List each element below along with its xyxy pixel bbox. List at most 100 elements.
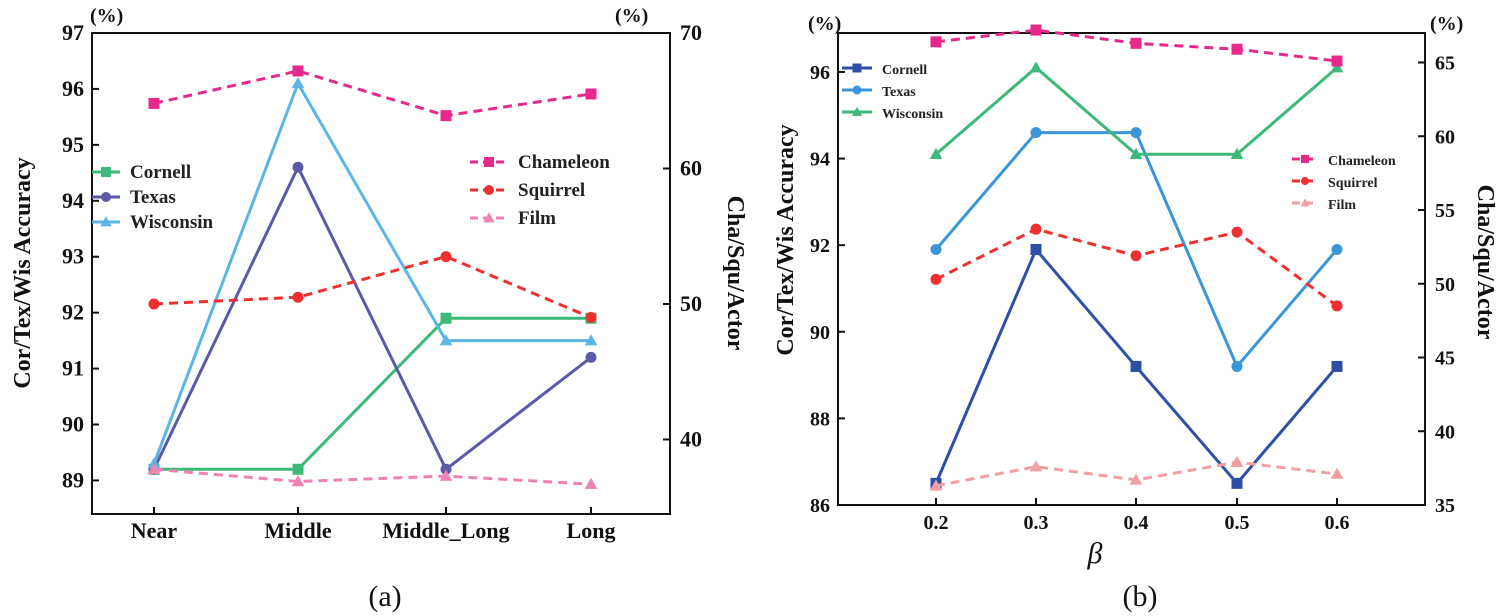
a-legend-item-film: Film xyxy=(470,208,556,229)
a-legend-marker xyxy=(484,157,494,167)
b-legend-marker xyxy=(851,106,863,116)
b-point-squirrel xyxy=(930,273,942,285)
a-legend-label: Wisconsin xyxy=(130,212,214,233)
a-ytick-left-label: 97 xyxy=(62,20,84,45)
b-ytick-right-label: 60 xyxy=(1435,126,1455,148)
a-legend-item-texas: Texas xyxy=(92,187,176,208)
a-legend-marker xyxy=(484,185,494,195)
chart-b-xlabel: β xyxy=(1087,537,1103,570)
a-legend-label: Cornell xyxy=(130,162,191,183)
a-point-film xyxy=(291,475,305,487)
b-point-wisconsin xyxy=(1029,61,1043,73)
a-xtick-label: Middle_Long xyxy=(382,518,509,543)
b-xtick-label: 0.4 xyxy=(1124,512,1149,534)
b-point-wisconsin xyxy=(929,147,943,159)
b-point-wisconsin xyxy=(1230,147,1244,159)
b-xtick-label: 0.3 xyxy=(1024,512,1049,534)
a-ytick-right-label: 60 xyxy=(680,155,702,180)
b-point-chameleon xyxy=(1331,55,1343,67)
a-series-squirrel xyxy=(148,251,597,324)
b-series-chameleon xyxy=(930,24,1343,67)
b-series-texas xyxy=(930,127,1343,372)
a-ytick-left-label: 90 xyxy=(62,412,84,437)
a-line-squirrel xyxy=(153,254,592,319)
b-ytick-right-label: 50 xyxy=(1435,274,1455,296)
chart-a-ylabel-right: Cha/Squ/Actor xyxy=(722,196,748,351)
b-point-film xyxy=(1230,455,1244,467)
b-legend-marker xyxy=(852,63,862,73)
b-point-squirrel xyxy=(1030,223,1042,235)
b-legend-marker xyxy=(852,85,862,95)
a-legend-item-cornell: Cornell xyxy=(92,162,191,183)
a-point-texas xyxy=(440,463,452,475)
a-legend-marker xyxy=(483,212,495,223)
a-point-wisconsin xyxy=(584,334,598,346)
chart-a: (%) (%) Cor/Tex/Wis Accuracy Cha/Squ/Act… xyxy=(10,5,748,613)
a-legend-label: Squirrel xyxy=(518,180,585,201)
b-point-chameleon xyxy=(1231,43,1243,55)
b-legend-item-wisconsin: Wisconsin xyxy=(842,106,943,122)
a-point-chameleon xyxy=(585,88,597,100)
a-legend-marker xyxy=(101,192,111,202)
b-legend-marker xyxy=(1301,155,1309,163)
a-point-chameleon xyxy=(440,110,452,122)
a-ytick-left-label: 95 xyxy=(62,132,84,157)
b-ytick-left-label: 94 xyxy=(810,149,830,171)
a-series-chameleon xyxy=(148,65,597,122)
a-point-texas xyxy=(292,161,304,173)
b-series-cornell xyxy=(930,244,1343,489)
b-legend-label: Film xyxy=(1328,198,1356,213)
a-ytick-left-label: 96 xyxy=(62,76,84,101)
a-point-film xyxy=(584,477,598,489)
b-point-texas xyxy=(930,244,942,256)
b-legend-item-squirrel: Squirrel xyxy=(1292,176,1378,191)
b-ytick-right-label: 35 xyxy=(1435,495,1455,517)
a-legend-label: Texas xyxy=(130,187,176,208)
chart-b-unit-left: (%) xyxy=(808,13,841,35)
a-point-chameleon xyxy=(292,65,304,77)
b-legend-item-texas: Texas xyxy=(842,85,916,100)
b-ytick-left-label: 86 xyxy=(810,495,830,517)
b-legend-label: Cornell xyxy=(882,63,927,78)
b-point-film xyxy=(1029,460,1043,472)
b-point-chameleon xyxy=(1030,24,1042,36)
a-xtick-label: Near xyxy=(131,518,178,543)
a-point-film xyxy=(147,462,161,475)
b-ytick-right-label: 55 xyxy=(1435,200,1455,222)
b-line-wisconsin xyxy=(935,65,1338,156)
b-legend-label: Wisconsin xyxy=(882,107,943,122)
b-point-chameleon xyxy=(930,36,942,48)
b-xtick-label: 0.2 xyxy=(924,512,949,534)
a-line-chameleon xyxy=(153,69,592,118)
a-legend-marker xyxy=(100,216,112,227)
b-ytick-right-label: 65 xyxy=(1435,53,1455,75)
a-legend-label: Chameleon xyxy=(518,152,610,173)
a-ytick-left-label: 93 xyxy=(62,244,84,269)
b-point-cornell xyxy=(1331,360,1343,372)
a-ytick-right-label: 70 xyxy=(680,20,702,45)
b-legend-label: Chameleon xyxy=(1328,154,1396,169)
b-point-squirrel xyxy=(1331,300,1343,312)
b-point-film xyxy=(929,479,943,491)
b-point-texas xyxy=(1130,127,1142,139)
b-legend-marker xyxy=(1300,198,1310,207)
a-ytick-left-label: 92 xyxy=(62,300,84,325)
a-point-texas xyxy=(585,351,597,363)
b-point-wisconsin xyxy=(1129,147,1143,159)
b-point-film xyxy=(1129,473,1143,485)
a-point-chameleon xyxy=(148,97,160,109)
a-legend-item-chameleon: Chameleon xyxy=(470,152,610,173)
a-xtick-label: Long xyxy=(567,518,616,543)
b-xtick-label: 0.5 xyxy=(1225,512,1250,534)
a-point-film xyxy=(439,469,453,481)
a-legend-marker xyxy=(101,167,111,177)
chart-a-caption: (a) xyxy=(368,580,401,613)
chart-b-ylabel-left: Cor/Tex/Wis Accuracy xyxy=(773,124,799,355)
a-ytick-left-label: 91 xyxy=(62,356,84,381)
a-point-cornell xyxy=(440,312,452,324)
a-ytick-right-label: 50 xyxy=(680,291,702,316)
b-point-squirrel xyxy=(1130,250,1142,262)
a-ytick-right-label: 40 xyxy=(680,426,702,451)
b-legend-item-chameleon: Chameleon xyxy=(1292,154,1396,169)
